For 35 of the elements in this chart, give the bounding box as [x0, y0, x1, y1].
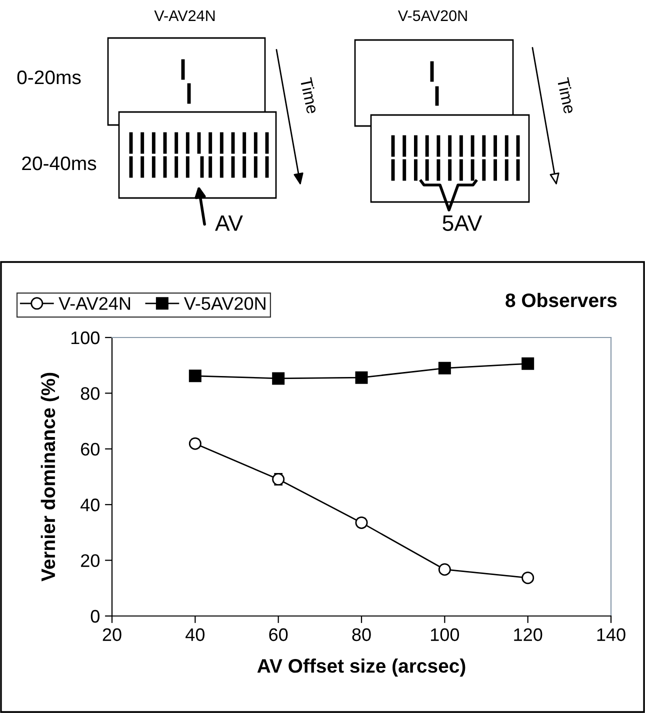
x-tick-label: 20 — [102, 628, 122, 642]
point — [438, 563, 451, 576]
point — [188, 437, 202, 450]
text: 0-20ms — [17, 70, 81, 84]
text: Time — [556, 76, 576, 114]
legend-label: V-5AV20N — [184, 297, 266, 310]
y-tick-label: 20 — [81, 554, 100, 568]
text: V-AV24N — [154, 10, 215, 21]
text: 20-40ms — [22, 156, 96, 170]
legend-label: V-AV24N — [58, 297, 130, 310]
x-tick-label: 60 — [269, 628, 288, 642]
x-axis-title: AV Offset size (arcsec) — [257, 658, 466, 677]
text: 8 Observers — [506, 292, 617, 308]
text: 5AV — [442, 215, 482, 231]
point — [355, 371, 368, 384]
text: V-5AV20N — [398, 10, 467, 22]
point — [522, 572, 534, 584]
text: AV — [215, 215, 243, 231]
point — [188, 370, 202, 382]
point — [438, 362, 451, 374]
point — [272, 372, 285, 385]
x-tick-label: 80 — [352, 628, 371, 642]
text: Time — [300, 76, 320, 114]
y-tick-label: 0 — [90, 610, 100, 623]
y-tick-label: 80 — [80, 387, 100, 400]
x-tick-label: 100 — [430, 628, 460, 642]
x-tick-label: 140 — [597, 628, 626, 642]
x-tick-label: 40 — [186, 628, 205, 642]
x-tick-label: 120 — [514, 628, 542, 642]
point — [522, 357, 534, 370]
y-axis-title: Vernier dominance (%) — [40, 372, 59, 582]
point — [355, 516, 368, 529]
y-tick-label: 40 — [80, 498, 100, 512]
y-tick-label: 100 — [71, 331, 100, 344]
y-tick-label: 60 — [81, 442, 100, 456]
